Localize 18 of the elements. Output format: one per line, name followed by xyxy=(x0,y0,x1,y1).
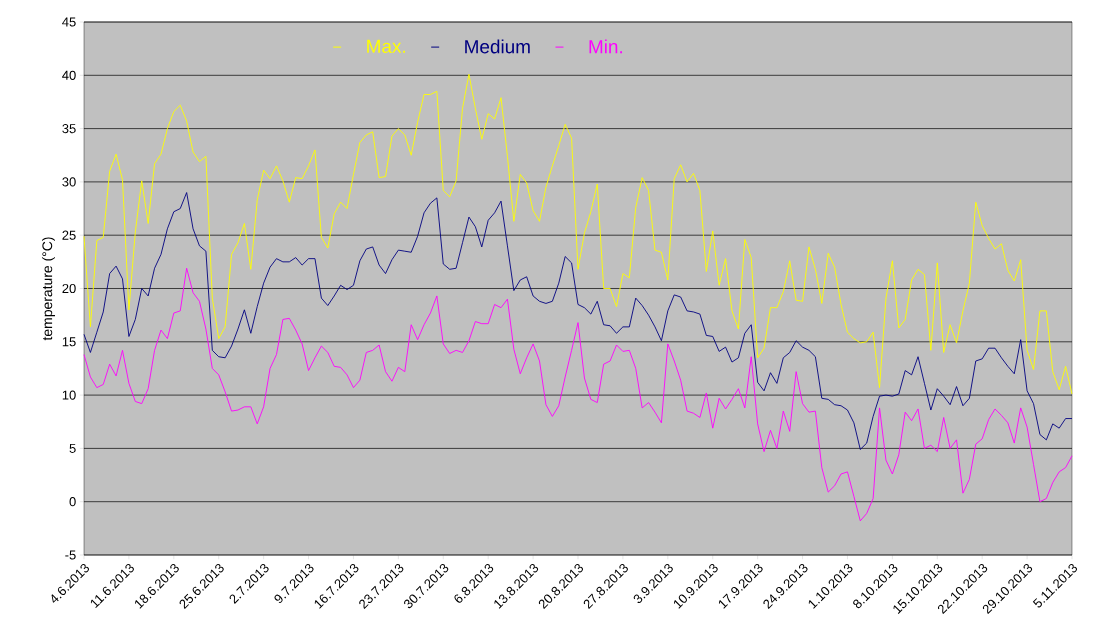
y-tick-label: -5 xyxy=(65,550,76,560)
y-tick-label: 10 xyxy=(62,390,76,400)
y-axis-title: temperature (°C) xyxy=(41,237,55,341)
legend-label: Max. xyxy=(367,39,405,54)
line-series xyxy=(83,73,1073,395)
y-tick-label: 20 xyxy=(62,283,76,294)
legend-label: Medium xyxy=(465,39,530,54)
line-series xyxy=(83,267,1073,522)
y-tick-label: 0 xyxy=(69,497,76,507)
y-tick-label: 35 xyxy=(62,124,76,134)
legend-label: Min. xyxy=(589,39,622,54)
y-tick-label: 5 xyxy=(69,443,76,453)
y-tick-label: 45 xyxy=(62,17,76,27)
line-series xyxy=(83,192,1073,450)
y-tick-label: 25 xyxy=(62,230,76,240)
y-tick-label: 15 xyxy=(62,337,76,347)
y-tick-label: 30 xyxy=(62,177,76,187)
y-tick-label: 40 xyxy=(62,70,76,80)
